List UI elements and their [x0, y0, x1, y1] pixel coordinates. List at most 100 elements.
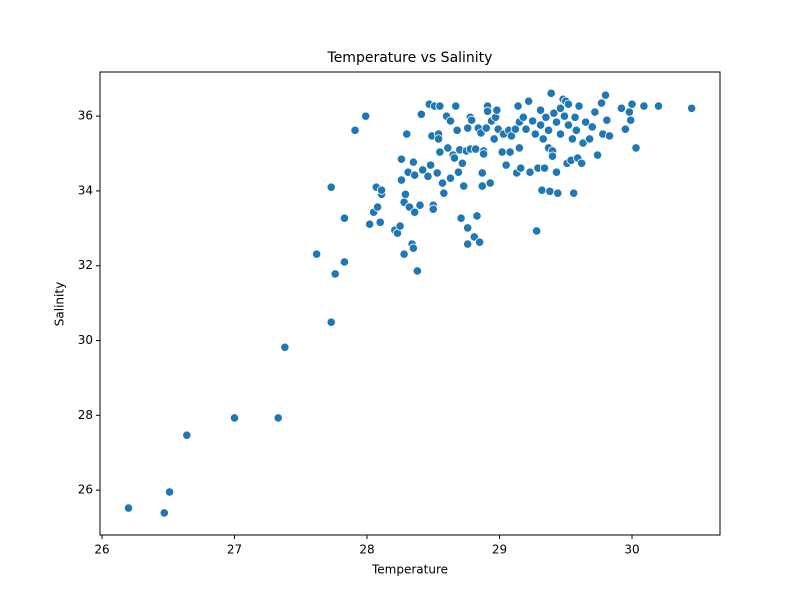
- point: [567, 134, 577, 144]
- point: [416, 109, 426, 119]
- point: [123, 503, 134, 513]
- point: [537, 185, 547, 195]
- point: [463, 123, 473, 133]
- point: [426, 160, 436, 170]
- point: [687, 103, 697, 113]
- point: [541, 112, 551, 122]
- point: [463, 223, 473, 233]
- point: [538, 134, 548, 144]
- point: [596, 98, 607, 108]
- point: [410, 207, 420, 217]
- point: [525, 167, 535, 177]
- point: [543, 125, 554, 135]
- point: [516, 163, 526, 173]
- point: [569, 188, 579, 198]
- point: [477, 181, 487, 191]
- point: [182, 430, 192, 440]
- point: [577, 158, 587, 168]
- y-tick-label: 32: [78, 258, 93, 272]
- point: [559, 111, 570, 121]
- point: [402, 129, 412, 139]
- point: [445, 116, 456, 126]
- point: [399, 249, 409, 259]
- point: [600, 90, 611, 100]
- point: [439, 188, 449, 198]
- point: [513, 101, 523, 111]
- point: [437, 178, 448, 188]
- point: [521, 124, 531, 134]
- point: [339, 213, 350, 223]
- point: [587, 122, 597, 132]
- point: [423, 171, 433, 181]
- point: [408, 157, 418, 167]
- point: [400, 189, 411, 199]
- point: [585, 134, 595, 144]
- point: [535, 105, 546, 115]
- point: [273, 413, 283, 423]
- point: [395, 221, 405, 231]
- point: [350, 125, 360, 135]
- point: [528, 116, 538, 126]
- point: [435, 101, 445, 111]
- point: [451, 101, 461, 111]
- point: [481, 123, 491, 133]
- point: [545, 186, 555, 196]
- point: [497, 147, 507, 157]
- point: [471, 144, 481, 154]
- point: [412, 266, 422, 276]
- point: [535, 120, 546, 130]
- point: [530, 129, 540, 139]
- point: [631, 143, 641, 153]
- point: [361, 111, 371, 121]
- point: [435, 147, 445, 157]
- point: [365, 219, 375, 229]
- point: [449, 153, 460, 163]
- x-tick-label: 26: [94, 543, 109, 557]
- point: [477, 168, 487, 178]
- x-axis-label: Temperature: [371, 563, 448, 577]
- point: [514, 143, 524, 153]
- point: [555, 103, 566, 113]
- point: [375, 217, 385, 227]
- point: [159, 508, 169, 518]
- point: [418, 165, 428, 175]
- point: [563, 120, 574, 130]
- y-tick-label: 30: [78, 333, 93, 347]
- point: [452, 125, 462, 135]
- point: [620, 124, 630, 134]
- point: [563, 99, 574, 109]
- y-axis-label: Salinity: [53, 282, 67, 326]
- point: [229, 413, 240, 423]
- point: [604, 131, 615, 141]
- point: [479, 149, 489, 159]
- point: [492, 105, 502, 115]
- point: [428, 204, 438, 214]
- x-tick-label: 30: [624, 543, 639, 557]
- point: [602, 115, 612, 125]
- y-tick-label: 34: [78, 183, 93, 197]
- point: [467, 115, 477, 125]
- point: [592, 150, 603, 160]
- point: [376, 185, 387, 195]
- point: [581, 117, 591, 127]
- plot-frame: [99, 71, 721, 536]
- point: [459, 181, 469, 191]
- point: [570, 112, 580, 122]
- point: [396, 154, 407, 164]
- x-tick-label: 29: [492, 543, 507, 557]
- point: [574, 101, 584, 111]
- point: [627, 99, 637, 109]
- point: [624, 107, 634, 117]
- point: [408, 243, 418, 253]
- point: [475, 237, 485, 247]
- point: [546, 88, 556, 98]
- point: [326, 317, 336, 327]
- point: [626, 115, 636, 125]
- point: [547, 151, 558, 161]
- y-tick-label: 26: [78, 483, 93, 497]
- point: [524, 96, 534, 106]
- point: [456, 213, 466, 223]
- point: [518, 112, 528, 122]
